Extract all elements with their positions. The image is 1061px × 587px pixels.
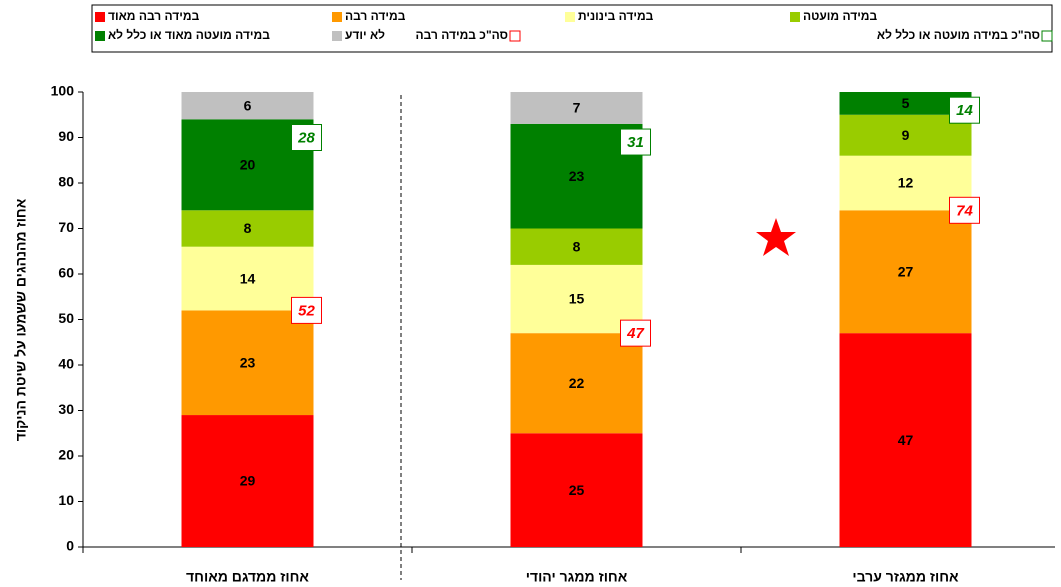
x-tick-label: אחוז ממגר יהודי — [526, 569, 628, 585]
legend-swatch — [1041, 30, 1053, 42]
bar-segment — [839, 210, 972, 334]
value-label: 6 — [244, 97, 252, 113]
y-tick-label: 40 — [58, 356, 74, 372]
total-label: 52 — [298, 302, 315, 319]
bar-segment — [181, 310, 314, 416]
total-label: 31 — [627, 134, 644, 151]
legend-swatch — [565, 12, 575, 22]
bar-segment — [181, 210, 314, 247]
value-label: 9 — [902, 127, 910, 143]
legend-label: לא יודע — [345, 28, 385, 42]
bar-segment — [839, 333, 972, 547]
y-tick-label: 70 — [58, 219, 74, 235]
bar-segment — [181, 92, 314, 120]
legend-swatch — [332, 12, 342, 22]
total-label: 14 — [956, 102, 973, 119]
total-box — [620, 128, 651, 156]
value-label: 15 — [569, 291, 585, 307]
y-tick-label: 0 — [66, 538, 74, 554]
x-tick-label: אחוז ממגזר ערבי — [852, 569, 959, 585]
value-label: 23 — [240, 354, 256, 370]
total-box — [620, 319, 651, 347]
y-tick-label: 20 — [58, 447, 74, 463]
legend-label: במידה בינונית — [578, 9, 654, 23]
legend-swatch — [95, 31, 105, 41]
legend-label: סה"כ במידה רבה — [416, 28, 508, 42]
bar-segment — [510, 228, 643, 265]
bar-segment — [181, 415, 314, 547]
y-axis-label: אחוז מהנהגים ששמעו על שיטת הניקוד — [13, 198, 29, 441]
bar-segment — [510, 333, 643, 434]
value-label: 8 — [244, 220, 252, 236]
value-label: 29 — [240, 473, 256, 489]
y-tick-label: 30 — [58, 401, 74, 417]
total-label: 28 — [297, 129, 315, 146]
x-tick-label: אחוז ממדגם מאוחד — [186, 569, 309, 585]
legend-label: במידה רבה — [345, 9, 406, 23]
legend-label: במידה מועטה מאוד או כלל לא — [108, 28, 270, 42]
value-label: 27 — [898, 263, 914, 279]
value-label: 23 — [569, 168, 585, 184]
value-label: 12 — [898, 175, 914, 191]
legend-swatch — [509, 30, 521, 42]
total-label: 47 — [626, 325, 644, 342]
total-box — [949, 96, 980, 124]
value-label: 8 — [573, 238, 581, 254]
value-label: 20 — [240, 157, 256, 173]
y-tick-label: 80 — [58, 174, 74, 190]
value-label: 22 — [569, 375, 585, 391]
total-box — [291, 124, 322, 151]
value-label: 5 — [902, 95, 910, 111]
y-tick-label: 10 — [58, 492, 74, 508]
bar-segment — [510, 433, 643, 547]
value-label: 25 — [569, 482, 585, 498]
legend-swatch — [790, 12, 800, 22]
bar-segment — [510, 92, 643, 124]
value-label: 7 — [573, 100, 581, 116]
legend-swatch — [332, 31, 342, 41]
y-tick-label: 100 — [51, 83, 75, 99]
bar-segment — [839, 92, 972, 115]
legend-label: סה"כ במידה מועטה או כלל לא — [877, 28, 1040, 42]
total-box — [291, 296, 322, 324]
legend-label: במידה רבה מאוד — [108, 9, 200, 23]
y-tick-label: 50 — [58, 310, 74, 326]
legend-swatch — [95, 12, 105, 22]
y-tick-label: 60 — [58, 265, 74, 281]
star — [756, 218, 796, 256]
total-box — [949, 196, 980, 224]
y-tick-label: 90 — [58, 128, 74, 144]
value-label: 47 — [898, 432, 914, 448]
value-label: 14 — [240, 270, 256, 286]
legend-label: במידה מועטה — [803, 9, 878, 23]
total-label: 74 — [956, 202, 973, 219]
